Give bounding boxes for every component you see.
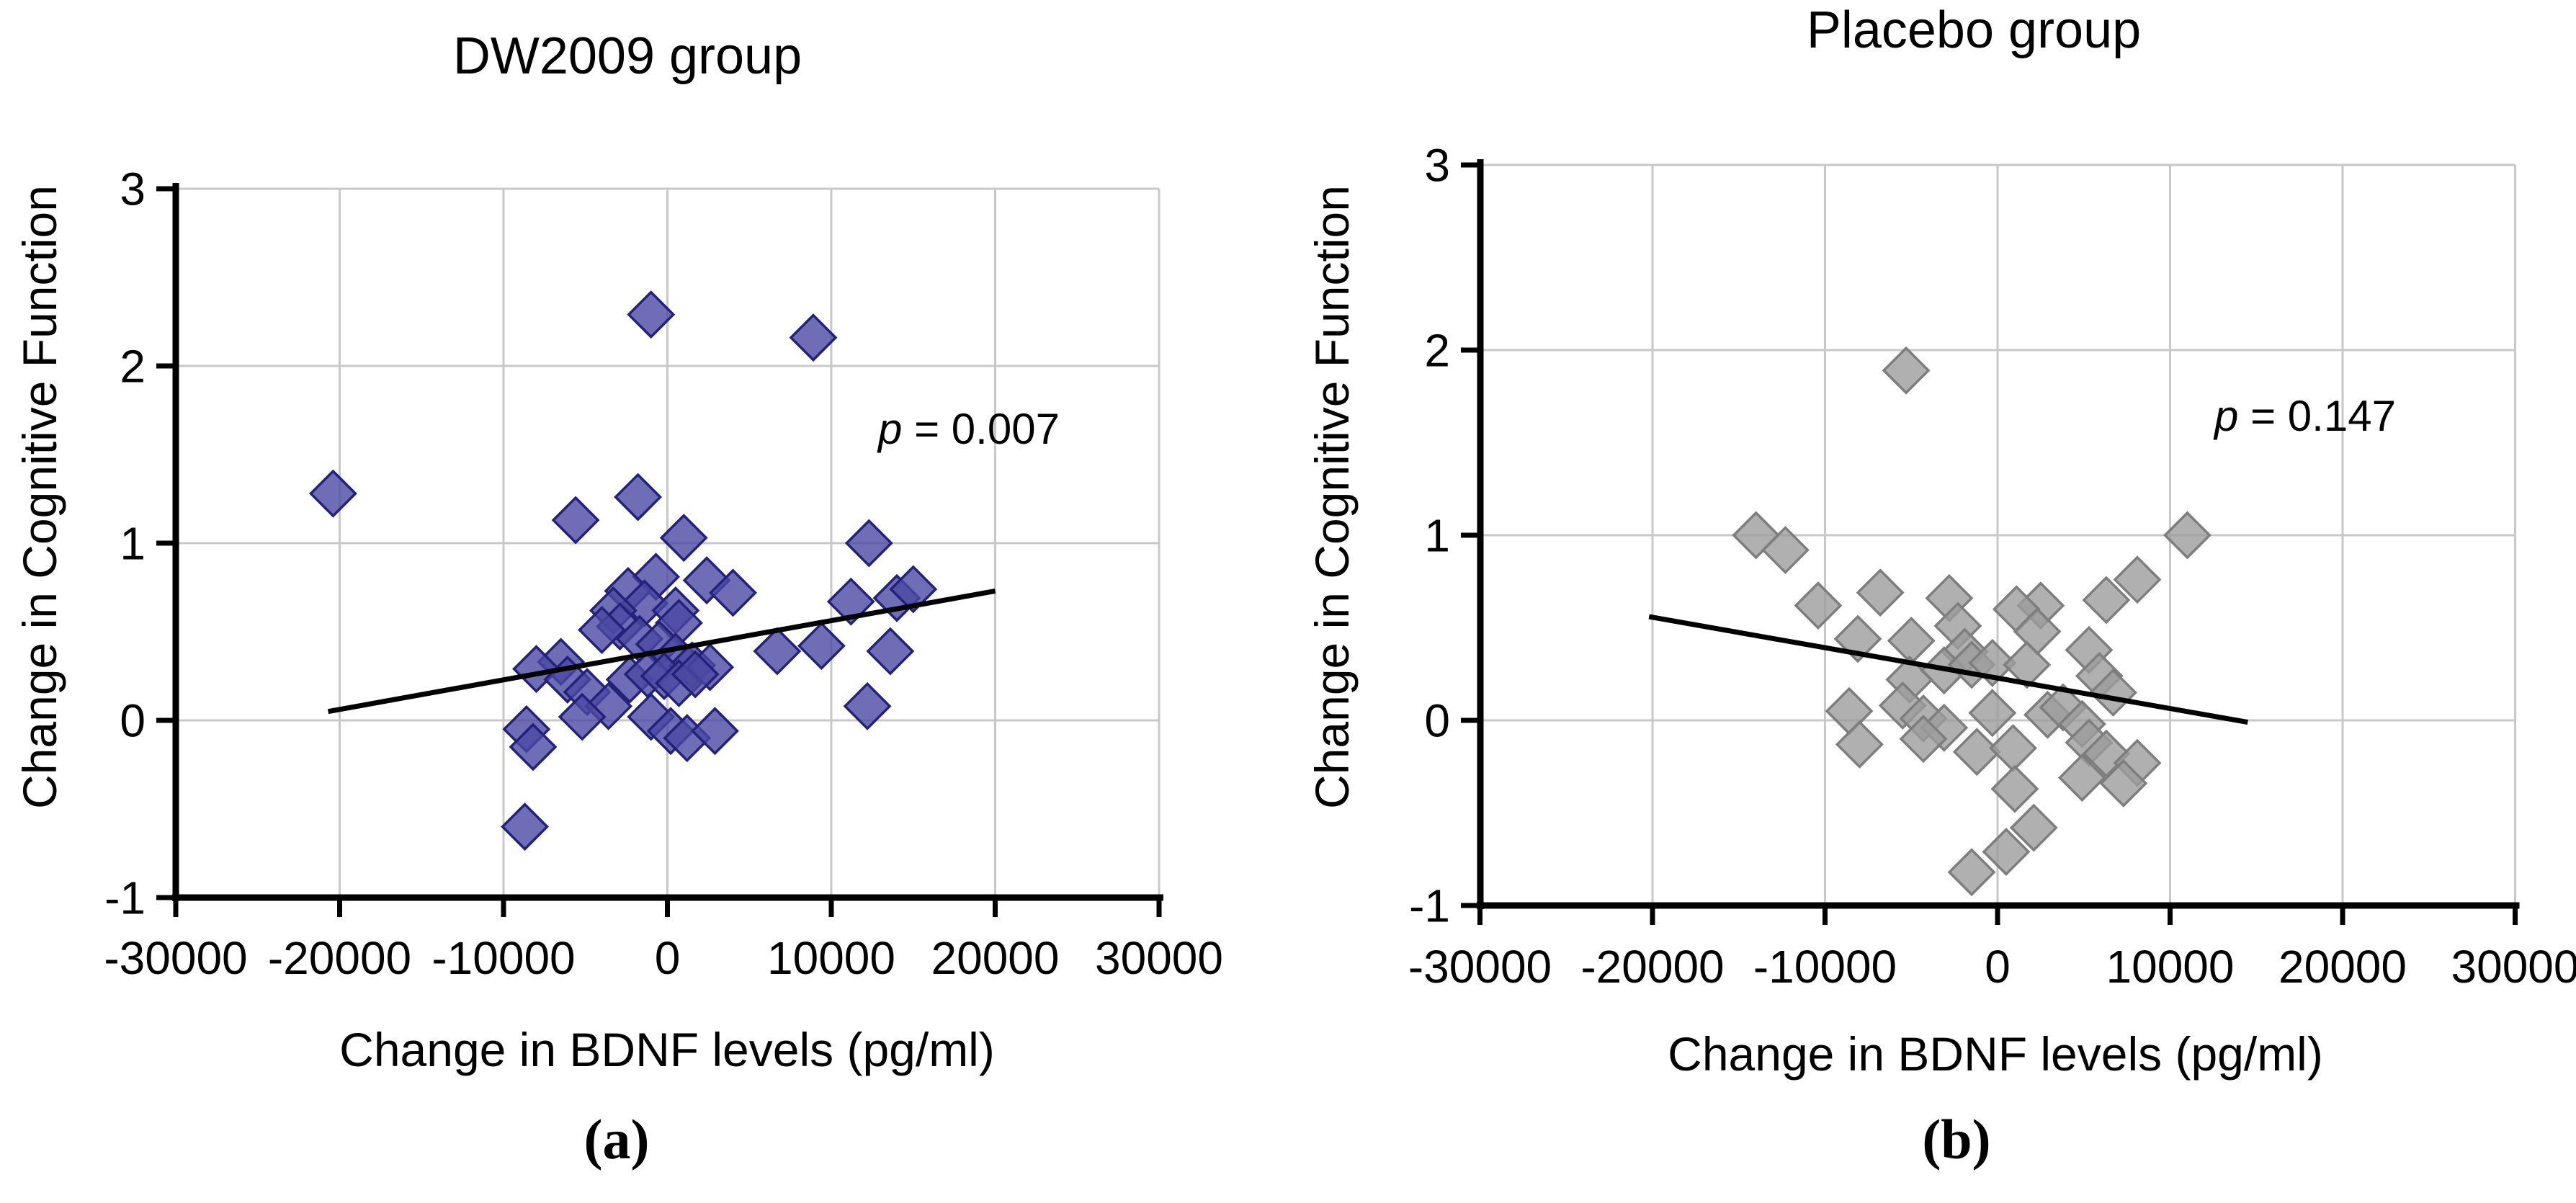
data-point-diamond (2003, 640, 2052, 689)
data-point-diamond (1982, 827, 2031, 876)
chart-title: DW2009 group (453, 27, 802, 85)
data-point-diamond (578, 606, 626, 655)
data-point-diamond (843, 681, 892, 730)
data-point-diamond (866, 627, 915, 676)
data-point-diamond (308, 469, 357, 518)
data-point-diamond (1952, 728, 2001, 777)
data-point-diamond (1887, 617, 1936, 665)
data-point-diamond (2082, 729, 2131, 778)
data-point-diamond (1856, 568, 1905, 617)
y-tick-label: 1 (120, 517, 146, 569)
data-point-diamond (1920, 703, 1969, 752)
data-point-diamond (2057, 753, 2106, 802)
data-point-diamond (2113, 555, 2162, 604)
data-point-diamond (551, 496, 600, 545)
data-point-diamond (2163, 511, 2211, 560)
data-point-diamond (753, 627, 802, 676)
trend-line (327, 588, 996, 715)
x-tick-label: -30000 (104, 932, 247, 984)
data-point-diamond (2099, 759, 2148, 808)
data-point-diamond (691, 707, 739, 756)
data-point-diamond (627, 692, 676, 741)
p-value-annotation: p = 0.147 (2213, 392, 2396, 440)
data-point-diamond (1899, 715, 1948, 764)
y-tick-label: -1 (104, 872, 146, 924)
x-tick-label: 0 (1985, 941, 2011, 993)
data-point-diamond (844, 519, 893, 568)
y-tick-label: 3 (120, 163, 146, 215)
chart-title: Placebo group (1807, 1, 2141, 59)
p-value-annotation: p = 0.007 (877, 405, 1060, 453)
x-tick-label: 20000 (2278, 941, 2407, 993)
data-point-diamond (1761, 526, 1810, 575)
y-tick-label: 3 (1424, 139, 1450, 191)
y-tick-label: 0 (120, 694, 146, 746)
data-point-diamond (2088, 668, 2137, 717)
data-point-diamond (671, 650, 720, 699)
plot-area-dw2009: -30000 -20000 -10000 0 10000 20000 30000 3 2 1 0 -1… (104, 163, 1223, 984)
data-point-diamond (1947, 848, 1996, 897)
data-point-diamond (614, 473, 663, 522)
data-point-diamond (659, 514, 708, 563)
data-point-diamond (797, 622, 846, 671)
data-point-diamond (2082, 576, 2131, 625)
panel-letter-a: (a) (584, 1108, 650, 1171)
data-point-diamond (889, 565, 938, 614)
x-tick-label: 10000 (2106, 941, 2235, 993)
x-axis-title: Change in BDNF levels (pg/ml) (1668, 1027, 2323, 1081)
data-point-diamond (709, 568, 757, 617)
x-tick-label: -10000 (1753, 941, 1897, 993)
data-point-diamond (627, 290, 676, 339)
x-axis-title: Change in BDNF levels (pg/ml) (339, 1023, 995, 1076)
data-point-diamond (1835, 720, 1884, 769)
data-point-diamond (501, 802, 550, 851)
data-point-diamond (2009, 803, 2058, 852)
data-point-diamond (789, 313, 838, 362)
y-tick-label: 2 (1424, 324, 1450, 376)
data-point-diamond (1968, 638, 2017, 687)
data-point-diamond (1833, 614, 1882, 663)
x-tick-label: -10000 (431, 932, 575, 984)
x-tick-label: -20000 (1580, 941, 1724, 993)
x-tick-label: -30000 (1408, 941, 1552, 993)
data-point-diamond (1794, 581, 1843, 630)
data-point-diamond (509, 723, 558, 772)
plot-area-placebo: -30000 -20000 -10000 0 10000 20000 30000 3 2 1 0 -1… (1408, 139, 2576, 993)
panel-letter-b: (b) (1922, 1108, 1990, 1171)
x-tick-label: 0 (655, 932, 681, 984)
x-tick-label: 20000 (931, 932, 1060, 984)
y-tick-label: -1 (1409, 880, 1450, 931)
y-tick-label: 1 (1424, 509, 1450, 561)
data-point-diamond (1968, 689, 2017, 738)
data-point-diamond (1990, 764, 2039, 813)
y-tick-label: 0 (1424, 694, 1450, 746)
trend-line (1648, 614, 2248, 725)
y-axis-title: Change in Cognitive Function (1305, 185, 1359, 809)
x-tick-label: 10000 (767, 932, 895, 984)
y-tick-label: 2 (120, 340, 146, 392)
data-point-diamond (1882, 346, 1931, 395)
x-tick-label: 30000 (1095, 932, 1223, 984)
x-tick-label: -20000 (268, 932, 411, 984)
x-tick-label: 30000 (2451, 941, 2576, 993)
data-point-diamond (558, 692, 607, 741)
y-axis-title: Change in Cognitive Function (13, 185, 66, 809)
